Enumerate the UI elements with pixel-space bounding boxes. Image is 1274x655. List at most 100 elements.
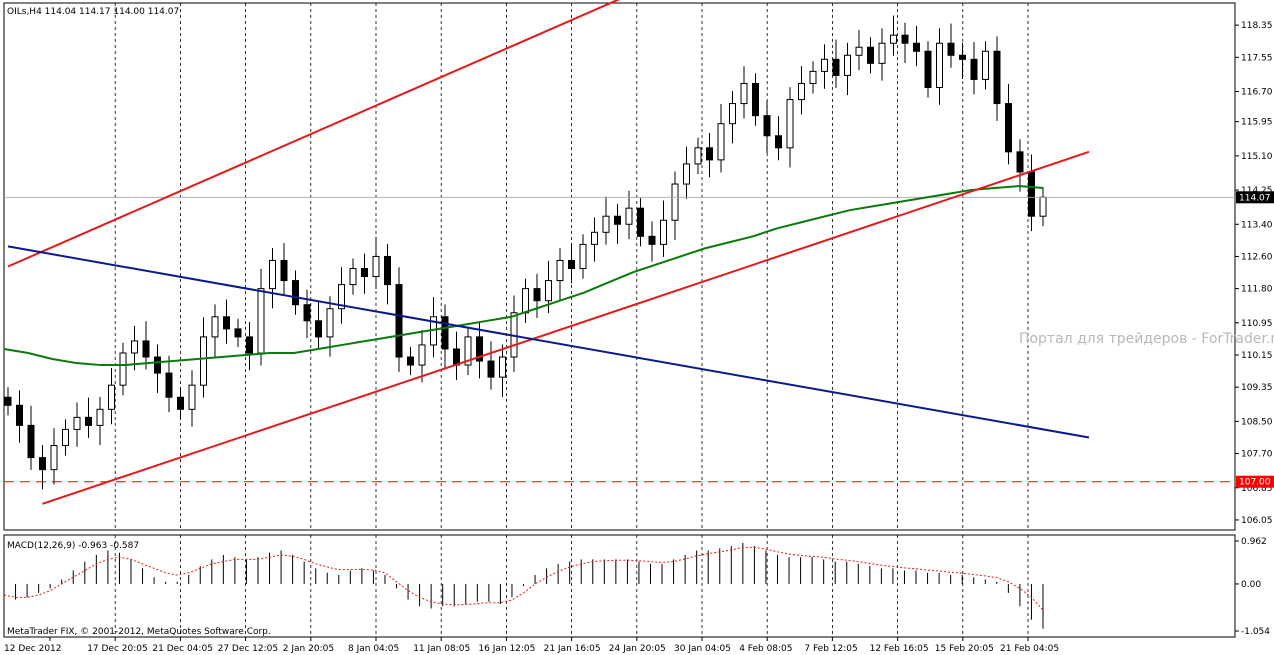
candle-body — [591, 231, 598, 245]
candle-body — [85, 416, 92, 426]
price-tick-label: 111.80 — [1241, 285, 1273, 295]
level-label: 107.00 — [1239, 478, 1271, 488]
watermark: Портал для трейдеров - ForTrader.ru — [1019, 331, 1274, 347]
current-price-badge — [1236, 191, 1274, 204]
time-label: 16 Jan 12:05 — [478, 644, 535, 654]
moving-average-line — [3, 185, 1044, 367]
candle-body — [154, 356, 161, 374]
time-label: 12 Dec 2012 — [4, 644, 62, 654]
candle-body — [809, 70, 817, 84]
candle-body — [798, 82, 805, 101]
candle-body — [786, 99, 794, 149]
channel-upper-line — [7, 0, 620, 268]
candle-body — [464, 336, 472, 366]
price-tick-label: 115.95 — [1241, 118, 1273, 128]
candle-body — [476, 336, 483, 362]
price-tick-label: 106.85 — [1241, 484, 1273, 494]
current-price-label: 114.07 — [1239, 193, 1271, 203]
candle-body — [970, 58, 978, 80]
candle-body — [625, 207, 633, 225]
candle-body — [453, 348, 460, 366]
candle-body — [614, 215, 621, 225]
macd-tick-label: -1.054 — [1241, 627, 1270, 637]
candle-body — [269, 259, 276, 290]
candle-body — [326, 308, 334, 338]
candle-body — [234, 328, 242, 338]
time-label: 7 Feb 12:05 — [804, 644, 857, 654]
candle-body — [16, 404, 23, 426]
candle-body — [441, 316, 449, 350]
candle-body — [188, 384, 196, 410]
candle-body — [694, 147, 702, 165]
downtrend-line — [7, 245, 1090, 439]
time-label: 17 Dec 20:05 — [87, 644, 148, 654]
candle-body — [660, 219, 667, 245]
candle-body — [936, 42, 943, 88]
time-label: 11 Jan 08:05 — [413, 644, 470, 654]
candle-body — [223, 316, 230, 330]
time-label: 30 Jan 04:05 — [674, 644, 731, 654]
macd-panel[interactable] — [3, 542, 1044, 629]
macd-signal-line — [3, 546, 1044, 611]
macd-tick-label: 0.00 — [1241, 580, 1261, 590]
candle-body — [407, 356, 414, 366]
macd-axis: 0.962 0.00 -1.054 — [1235, 537, 1270, 637]
price-tick-label: 114.25 — [1241, 186, 1273, 196]
candle-body — [717, 123, 725, 161]
price-tick-label: 117.55 — [1241, 53, 1273, 63]
price-tick-label: 113.40 — [1241, 220, 1273, 230]
candle-body — [867, 46, 874, 64]
price-tick-label: 115.10 — [1241, 152, 1273, 162]
time-label: 4 Feb 08:05 — [739, 644, 792, 654]
candle-body — [303, 304, 311, 322]
candle-body — [522, 288, 529, 314]
candle-body — [890, 34, 897, 44]
candle-body — [211, 316, 219, 338]
candle-body — [372, 255, 380, 278]
candle-body — [315, 320, 322, 338]
time-label: 8 Jan 04:05 — [348, 644, 399, 654]
candle-body — [119, 352, 127, 386]
candle-body — [1028, 171, 1035, 217]
candle-body — [706, 147, 713, 161]
candle-body — [246, 336, 253, 354]
price-tick-label: 110.95 — [1241, 319, 1273, 329]
candle-body — [832, 58, 840, 76]
candle-body — [752, 82, 759, 117]
time-label: 24 Jan 20:05 — [609, 644, 666, 654]
candle-body — [349, 268, 357, 286]
price-panel[interactable] — [3, 0, 1235, 505]
candle-body — [361, 268, 368, 278]
price-tick-label: 109.35 — [1241, 383, 1273, 393]
candle-body — [338, 284, 345, 310]
price-tick-label: 116.70 — [1241, 88, 1273, 98]
candle-body — [924, 50, 932, 88]
candle-body — [257, 288, 265, 354]
candle-body — [177, 396, 184, 410]
candle-body — [165, 372, 173, 398]
candle-body — [844, 54, 851, 76]
candle-body — [959, 54, 966, 60]
candle-body — [637, 207, 644, 237]
candle-body — [499, 356, 506, 378]
candle-body — [556, 259, 564, 282]
candle-body — [568, 259, 575, 270]
candle-body — [50, 445, 58, 471]
price-tick-label: 112.60 — [1241, 252, 1273, 262]
price-tick-label: 118.35 — [1241, 21, 1273, 31]
copyright-text: MetaTrader FIX, © 2001-2012, MetaQuotes … — [7, 627, 271, 637]
candle-body — [1016, 151, 1024, 173]
candle-body — [763, 115, 771, 137]
candle-body — [62, 428, 69, 447]
level-badge — [1236, 475, 1274, 488]
candle-body — [671, 183, 679, 221]
candle-body — [1039, 196, 1047, 217]
candle-body — [913, 42, 920, 52]
candle-body — [579, 243, 587, 270]
candle-body — [395, 284, 403, 358]
time-label: 21 Feb 04:05 — [1000, 644, 1059, 654]
candle-body — [648, 235, 656, 245]
time-label: 2 Jan 20:05 — [283, 644, 334, 654]
price-axis: 118.35 117.55 116.70 115.95 115.10 114.25 113.… — [1235, 21, 1274, 526]
